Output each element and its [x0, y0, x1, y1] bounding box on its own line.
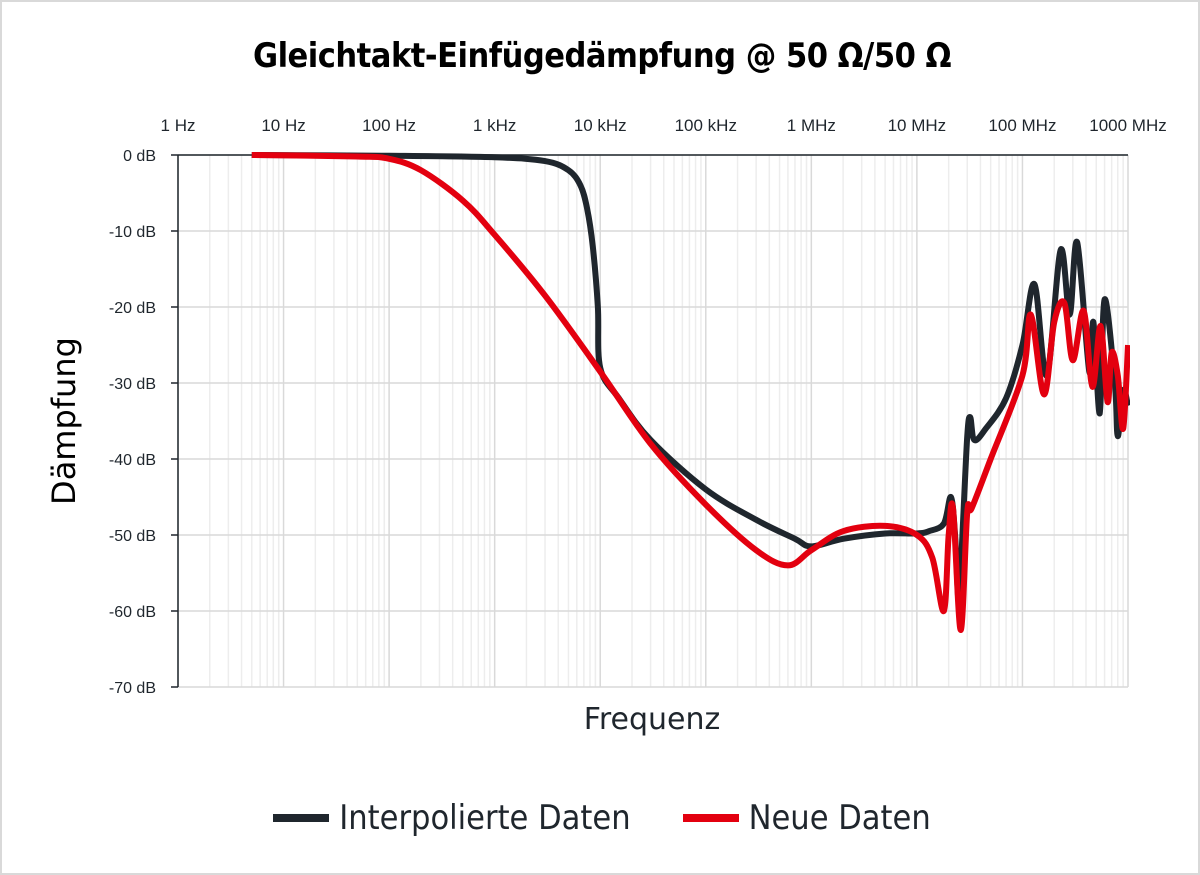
grid-lines	[177, 154, 1129, 688]
axes	[171, 154, 1128, 688]
x-tick-label: 100 MHz	[988, 116, 1056, 135]
chart-title: Gleichtakt-Einfügedämpfung @ 50 Ω/50 Ω	[252, 36, 952, 76]
x-tick-label: 1000 MHz	[1089, 116, 1166, 135]
x-axis-tick-labels: 1 Hz 10 Hz 100 Hz 1 kHz 10 kHz 100 kHz 1 MHz 10…	[161, 116, 1167, 135]
y-tick-label: 0 dB	[123, 148, 156, 165]
x-tick-label: 100 kHz	[675, 116, 737, 135]
series-line-neue-daten	[251, 152, 1130, 634]
y-tick-label: -70 dB	[109, 680, 156, 697]
x-tick-label: 10 kHz	[574, 116, 627, 135]
y-axis-tick-labels: 0 dB -10 dB -20 dB -30 dB -40 dB -50 dB -60 dB…	[109, 148, 156, 697]
y-tick-label: -60 dB	[109, 604, 156, 621]
x-tick-label: 1 MHz	[787, 116, 836, 135]
legend-label: Interpolierte Daten	[339, 798, 631, 838]
data-series	[251, 152, 1130, 634]
legend: Interpolierte Daten Neue Daten	[2, 798, 1198, 838]
x-tick-label: 10 Hz	[261, 116, 305, 135]
legend-label: Neue Daten	[748, 798, 931, 838]
legend-item-interpolierte-daten[interactable]: Interpolierte Daten	[273, 798, 631, 838]
y-tick-label: -10 dB	[109, 224, 156, 241]
x-axis-title: Frequenz	[583, 702, 721, 737]
x-tick-label: 10 MHz	[888, 116, 947, 135]
legend-swatch-red-line-icon	[682, 814, 739, 822]
x-tick-label: 1 kHz	[473, 116, 516, 135]
x-tick-label: 1 Hz	[161, 116, 196, 135]
legend-swatch-dark-line-icon	[273, 814, 330, 822]
legend-item-neue-daten[interactable]: Neue Daten	[682, 798, 931, 838]
x-tick-label: 100 Hz	[362, 116, 416, 135]
y-tick-label: -30 dB	[109, 376, 156, 393]
y-tick-label: -20 dB	[109, 300, 156, 317]
y-tick-label: -50 dB	[109, 528, 156, 545]
y-axis-title: Dämpfung	[45, 337, 83, 505]
y-tick-label: -40 dB	[109, 452, 156, 469]
